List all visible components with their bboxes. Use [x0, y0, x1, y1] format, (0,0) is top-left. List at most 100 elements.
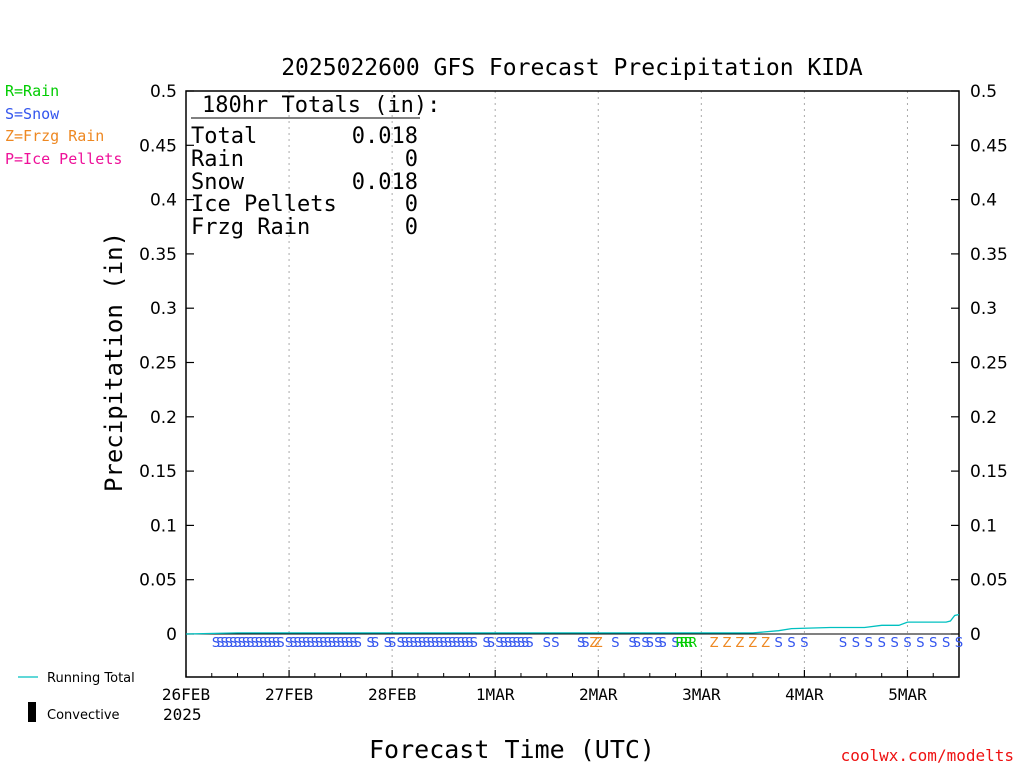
precip-type-marker-r: R	[688, 636, 697, 651]
precip-type-marker-s: S	[903, 636, 911, 651]
precip-type-marker-s: S	[955, 636, 963, 651]
totals-label-snow: Snow	[191, 170, 245, 195]
x-tick-label: 3MAR	[682, 685, 721, 704]
legend-rain: R=Rain	[5, 82, 59, 100]
precip-type-legend: R=Rain S=Snow Z=Frzg Rain P=Ice Pellets	[5, 82, 122, 168]
totals-value-frzg-rain: 0	[405, 215, 418, 240]
y-tick-label-left: 0.15	[139, 462, 177, 482]
precip-type-marker-s: S	[221, 636, 229, 651]
precip-type-marker-s: S	[495, 636, 503, 651]
y-tick-label-left: 0.1	[150, 516, 177, 536]
precip-type-marker-s: S	[775, 636, 783, 651]
precip-type-marker-s: S	[452, 636, 460, 651]
precip-type-marker-s: S	[315, 636, 323, 651]
precip-type-marker-s: S	[354, 636, 362, 651]
convective-swatch	[28, 702, 36, 722]
y-tick-label-left: 0.3	[150, 299, 177, 319]
precip-type-marker-s: S	[633, 636, 641, 651]
precip-type-marker-s: S	[216, 636, 224, 651]
precip-type-marker-s: S	[508, 636, 516, 651]
precip-type-marker-s: S	[397, 636, 405, 651]
y-tick-label-right: 0.2	[970, 408, 997, 428]
totals-value-rain: 0	[405, 147, 418, 172]
precip-type-marker-s: S	[448, 636, 456, 651]
y-axis-label: Precipitation (in)	[100, 232, 128, 492]
precip-type-marker-s: S	[929, 636, 937, 651]
precip-type-marker-s: S	[800, 636, 808, 651]
precip-type-marker-s: S	[500, 636, 508, 651]
precip-type-marker-s: S	[311, 636, 319, 651]
precip-type-marker-s: S	[276, 636, 284, 651]
precip-type-marker-s: S	[401, 636, 409, 651]
x-axis-ticks: 26FEB 27FEB 28FEB 1MAR 2MAR 3MAR 4MAR 5MAR	[162, 670, 934, 704]
precip-type-marker-s: S	[414, 636, 422, 651]
precip-type-marker-s: S	[482, 636, 490, 651]
x-tick-label: 4MAR	[785, 685, 824, 704]
precip-type-marker-s: S	[521, 636, 529, 651]
precip-type-marker-s: S	[671, 636, 679, 651]
precip-type-marker-z: Z	[590, 636, 599, 651]
x-tick-label: 5MAR	[888, 685, 927, 704]
y-axis-ticks: 0 00.05 0.050.1 0.10.15 0.150.2 0.20.25 0.250.…	[139, 82, 1008, 645]
running-total-legend-label: Running Total	[47, 671, 135, 686]
precip-type-marker-r: R	[675, 636, 684, 651]
precip-type-marker-s: S	[525, 636, 533, 651]
precip-type-marker-s: S	[461, 636, 469, 651]
precip-type-marker-s: S	[444, 636, 452, 651]
precip-type-marker-s: S	[551, 636, 559, 651]
precip-type-marker-s: S	[349, 636, 357, 651]
x-tick-label: 1MAR	[476, 685, 515, 704]
precip-type-marker-s: S	[294, 636, 302, 651]
precip-type-marker-s: S	[787, 636, 795, 651]
precip-type-marker-s: S	[371, 636, 379, 651]
totals-box: 180hr Totals (in): Total 0.018 Rain 0 Sn…	[191, 93, 440, 240]
precip-type-marker-s: S	[233, 636, 241, 651]
precip-type-marker-s: S	[341, 636, 349, 651]
totals-label-total: Total	[191, 124, 257, 149]
precip-type-marker-s: S	[409, 636, 417, 651]
x-axis-label: Forecast Time (UTC)	[369, 735, 655, 764]
precip-type-marker-s: S	[289, 636, 297, 651]
totals-value-snow: 0.018	[352, 170, 418, 195]
precip-type-marker-s: S	[367, 636, 375, 651]
x-tick-label: 28FEB	[368, 685, 416, 704]
vertical-gridlines	[288, 91, 908, 677]
precip-type-marker-s: S	[457, 636, 465, 651]
precip-type-marker-s: S	[517, 636, 525, 651]
precip-type-marker-z: Z	[594, 636, 603, 651]
precip-type-marker-s: S	[581, 636, 589, 651]
precip-type-marker-z: Z	[748, 636, 757, 651]
precip-type-marker-s: S	[435, 636, 443, 651]
y-tick-label-right: 0	[970, 625, 981, 645]
x-tick-label: 2MAR	[579, 685, 618, 704]
precip-type-marker-s: S	[306, 636, 314, 651]
y-tick-label-left: 0.2	[150, 408, 177, 428]
y-tick-label-right: 0.3	[970, 299, 997, 319]
series-layer	[185, 613, 960, 635]
x-tick-label: 27FEB	[265, 685, 313, 704]
chart-title: 2025022600 GFS Forecast Precipitation KI…	[281, 55, 863, 81]
precip-type-marker-s: S	[427, 636, 435, 651]
x-axis-year-label: 2025	[163, 705, 202, 724]
precip-type-marker-s: S	[272, 636, 280, 651]
precip-type-marker-s: S	[238, 636, 246, 651]
y-tick-label-right: 0.45	[970, 136, 1008, 156]
plot-frame	[185, 90, 960, 678]
precip-type-marker-s: S	[302, 636, 310, 651]
precip-type-marker-s: S	[890, 636, 898, 651]
y-tick-label-left: 0.35	[139, 245, 177, 265]
totals-label-frzg-rain: Frzg Rain	[191, 215, 310, 240]
precip-type-marker-s: S	[268, 636, 276, 651]
precip-type-marker-s: S	[942, 636, 950, 651]
precip-type-marker-s: S	[916, 636, 924, 651]
precip-type-marker-s: S	[251, 636, 259, 651]
precip-type-marker-s: S	[384, 636, 392, 651]
precip-type-marker-s: S	[422, 636, 430, 651]
precip-type-marker-s: S	[285, 636, 293, 651]
precip-type-marker-s: S	[654, 636, 662, 651]
series-line-running-total	[185, 613, 960, 635]
precip-type-marker-s: S	[345, 636, 353, 651]
convective-legend-label: Convective	[47, 708, 120, 723]
